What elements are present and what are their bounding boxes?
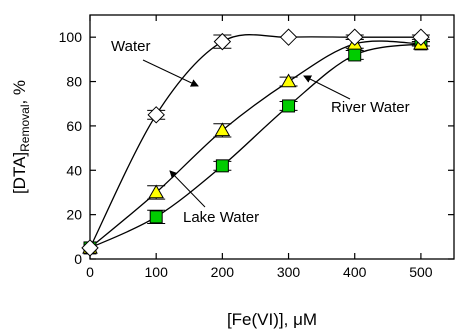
x-tick-label: 400 xyxy=(343,264,367,280)
x-tick-label: 100 xyxy=(145,264,169,280)
annotation-arrow xyxy=(303,75,351,100)
annotation-arrow xyxy=(169,170,206,208)
x-tick-label: 0 xyxy=(86,264,94,280)
y-tick-label: 0 xyxy=(74,251,82,267)
x-tick-label: 200 xyxy=(211,264,235,280)
lake-water-point xyxy=(282,99,296,113)
river-water-point xyxy=(148,184,165,199)
y-tick-label: 60 xyxy=(66,118,82,134)
data-markers xyxy=(81,28,430,257)
water-point xyxy=(81,239,99,257)
water-point xyxy=(213,32,232,51)
annotation-label: Water xyxy=(111,38,150,55)
lake-water-point xyxy=(149,210,163,224)
x-tick-label: 300 xyxy=(277,264,301,280)
water-point xyxy=(346,28,364,46)
annotation-label: River Water xyxy=(331,99,410,116)
y-tick-label: 80 xyxy=(66,74,82,90)
y-axis-title-main: [DTA] xyxy=(10,152,29,194)
y-axis-title-subscript: Removal xyxy=(18,105,32,152)
river-water-point xyxy=(214,122,231,137)
river-water-point xyxy=(280,73,297,88)
annotations: Water River Water Lake Water xyxy=(111,38,410,226)
y-tick-label: 20 xyxy=(66,207,82,223)
annotation-arrow xyxy=(142,59,199,87)
water-point xyxy=(412,28,430,46)
y-tick-label: 40 xyxy=(66,162,82,178)
y-axis-title-suffix: , % xyxy=(10,80,29,105)
y-tick-label: 100 xyxy=(59,29,83,45)
lake-water-point xyxy=(215,159,229,173)
plot-frame xyxy=(89,14,455,260)
ticks: 0 100 200 300 400 500 0 20 40 60 80 100 xyxy=(59,15,454,280)
x-tick-label: 500 xyxy=(409,264,433,280)
x-axis-title: [Fe(VI)], μM xyxy=(227,310,317,329)
y-axis-title: [DTA]Removal, % xyxy=(10,80,32,194)
water-point xyxy=(279,28,298,46)
lake-water-point xyxy=(348,48,362,62)
error-bars xyxy=(147,34,430,225)
water-point xyxy=(147,106,165,124)
annotation-label: Lake Water xyxy=(183,209,259,226)
